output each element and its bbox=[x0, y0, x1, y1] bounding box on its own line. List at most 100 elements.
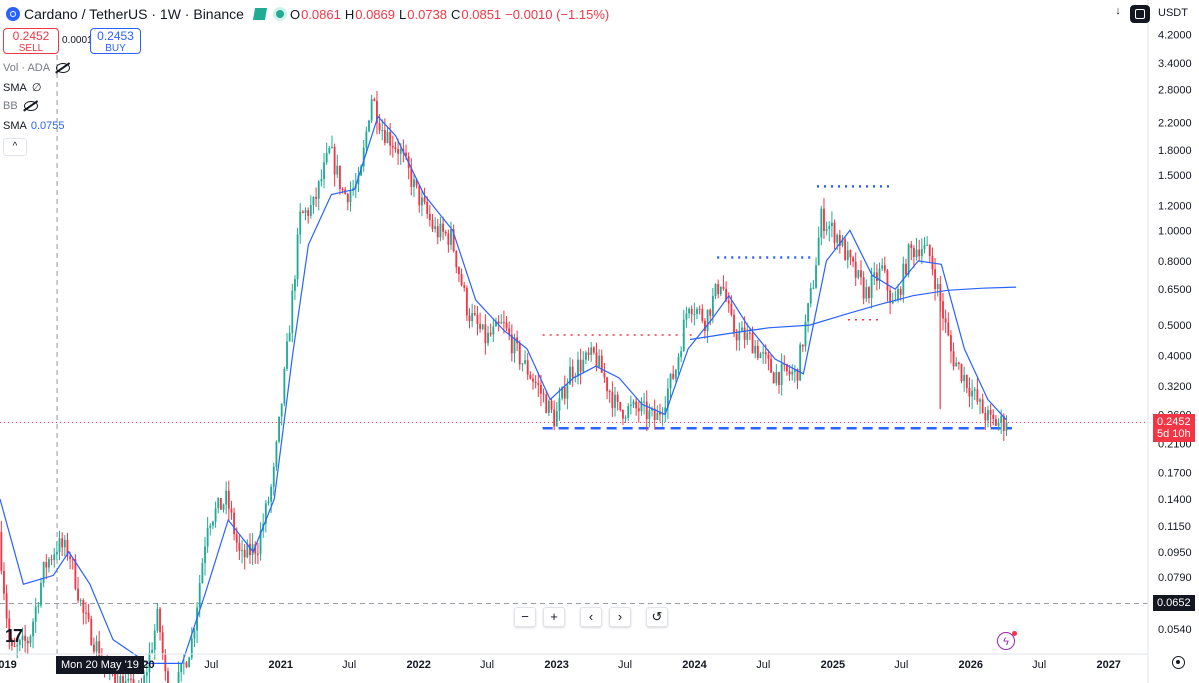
last-price-label: 0.2452 bbox=[1157, 416, 1191, 429]
sell-button[interactable]: 0.2452 SELL bbox=[3, 28, 59, 54]
scroll-left-button[interactable]: ‹ bbox=[580, 607, 602, 627]
candle-body bbox=[127, 678, 130, 681]
flag-icon[interactable] bbox=[252, 8, 268, 20]
candle-body bbox=[201, 563, 204, 583]
tradingview-logo-icon[interactable]: 17 bbox=[5, 626, 23, 646]
candle-body bbox=[465, 287, 468, 316]
candle-body bbox=[550, 400, 553, 410]
candle-body bbox=[159, 608, 161, 633]
candle-body bbox=[666, 388, 669, 408]
candle-body bbox=[206, 527, 209, 547]
candle-body bbox=[579, 359, 582, 372]
candle-body bbox=[307, 210, 310, 216]
candle-body bbox=[317, 181, 320, 199]
chart-header: Cardano / TetherUS · 1W · Binance O0.086… bbox=[0, 0, 613, 28]
buy-button[interactable]: 0.2453 BUY bbox=[90, 28, 141, 54]
candle-body bbox=[471, 313, 474, 322]
candle-body bbox=[582, 359, 585, 372]
candle-body bbox=[246, 543, 249, 558]
candle-body bbox=[259, 530, 262, 554]
candle-body bbox=[505, 322, 508, 329]
candle-body bbox=[338, 165, 341, 189]
y-tick-label: 0.0790 bbox=[1158, 572, 1192, 584]
candle-body bbox=[942, 301, 944, 319]
scroll-right-button[interactable]: › bbox=[609, 607, 631, 627]
candle-body bbox=[58, 538, 61, 553]
legend-bb[interactable]: BB bbox=[3, 100, 38, 112]
eye-off-icon[interactable] bbox=[23, 101, 38, 111]
candle-body bbox=[897, 288, 899, 301]
x-tick-label: 2026 bbox=[959, 659, 983, 671]
zoom-out-button[interactable]: − bbox=[514, 607, 536, 627]
candle-body bbox=[378, 123, 381, 131]
candle-body bbox=[299, 211, 302, 235]
candle-body bbox=[907, 244, 910, 275]
candle-body bbox=[405, 152, 407, 157]
legend-sma-1[interactable]: SMA ∅ bbox=[3, 81, 41, 95]
legend-vol[interactable]: Vol · ADA bbox=[3, 62, 71, 74]
x-tick-label: Jul bbox=[204, 659, 218, 671]
candle-body bbox=[95, 641, 98, 652]
symbol-title[interactable]: Cardano / TetherUS · 1W · Binance bbox=[24, 6, 244, 22]
candle-body bbox=[365, 131, 368, 148]
fullscreen-icon[interactable] bbox=[1130, 5, 1150, 23]
zoom-in-button[interactable]: + bbox=[543, 607, 565, 627]
candle-body bbox=[923, 245, 926, 250]
candle-body bbox=[423, 197, 426, 202]
y-tick-label: 1.5000 bbox=[1158, 170, 1192, 182]
candle-body bbox=[431, 219, 434, 229]
candle-body bbox=[294, 279, 296, 291]
candle-body bbox=[690, 308, 693, 315]
candle-body bbox=[349, 190, 352, 203]
candle-body bbox=[852, 257, 854, 262]
candle-body bbox=[370, 99, 373, 121]
candle-body bbox=[659, 412, 661, 415]
candle-body bbox=[521, 363, 524, 365]
candle-body bbox=[912, 247, 915, 257]
candle-body bbox=[947, 322, 950, 336]
candle-body bbox=[161, 632, 164, 654]
candle-body bbox=[569, 366, 571, 385]
candle-body bbox=[63, 539, 66, 548]
candle-body bbox=[180, 663, 183, 672]
candle-body bbox=[542, 393, 545, 395]
candle-body bbox=[878, 268, 881, 282]
candle-body bbox=[992, 414, 995, 419]
collapse-legend-button[interactable]: ^ bbox=[3, 138, 27, 156]
candle-body bbox=[92, 644, 95, 652]
candle-body bbox=[212, 521, 214, 526]
y-tick-label: 0.8000 bbox=[1158, 256, 1192, 268]
candle-body bbox=[148, 652, 151, 673]
legend-vol-label: Vol · ADA bbox=[3, 62, 51, 74]
candle-body bbox=[936, 284, 939, 290]
candle-body bbox=[881, 265, 884, 269]
candle-body bbox=[661, 413, 664, 415]
candle-body bbox=[66, 539, 69, 557]
reset-chart-button[interactable]: ↺ bbox=[646, 607, 668, 627]
last-price-tag: 0.2452 5d 10h bbox=[1153, 414, 1195, 443]
candle-body bbox=[37, 605, 40, 607]
candle-body bbox=[42, 562, 45, 583]
candle-body bbox=[18, 640, 21, 645]
candle-body bbox=[5, 593, 8, 619]
candle-body bbox=[34, 606, 37, 622]
ohlc-open: O0.0861 bbox=[289, 6, 341, 22]
cardano-logo-icon bbox=[6, 7, 20, 21]
candle-body bbox=[288, 332, 291, 342]
candle-body bbox=[637, 408, 640, 412]
legend-sma-2[interactable]: SMA 0.0755 bbox=[3, 120, 65, 132]
candle-body bbox=[24, 635, 27, 641]
candle-body bbox=[217, 498, 220, 509]
candle-body bbox=[772, 372, 775, 384]
candle-body bbox=[439, 223, 442, 238]
gear-icon[interactable] bbox=[1172, 656, 1185, 669]
candle-body bbox=[817, 237, 820, 266]
candle-body bbox=[584, 352, 587, 360]
flash-icon[interactable]: ϟ bbox=[997, 631, 1017, 650]
currency-selector[interactable]: USDT bbox=[1158, 7, 1188, 19]
y-tick-label: 0.3200 bbox=[1158, 381, 1192, 393]
download-arrow-icon[interactable]: ↓ bbox=[1115, 5, 1121, 17]
candle-body bbox=[714, 283, 717, 296]
eye-off-icon[interactable] bbox=[56, 63, 71, 73]
